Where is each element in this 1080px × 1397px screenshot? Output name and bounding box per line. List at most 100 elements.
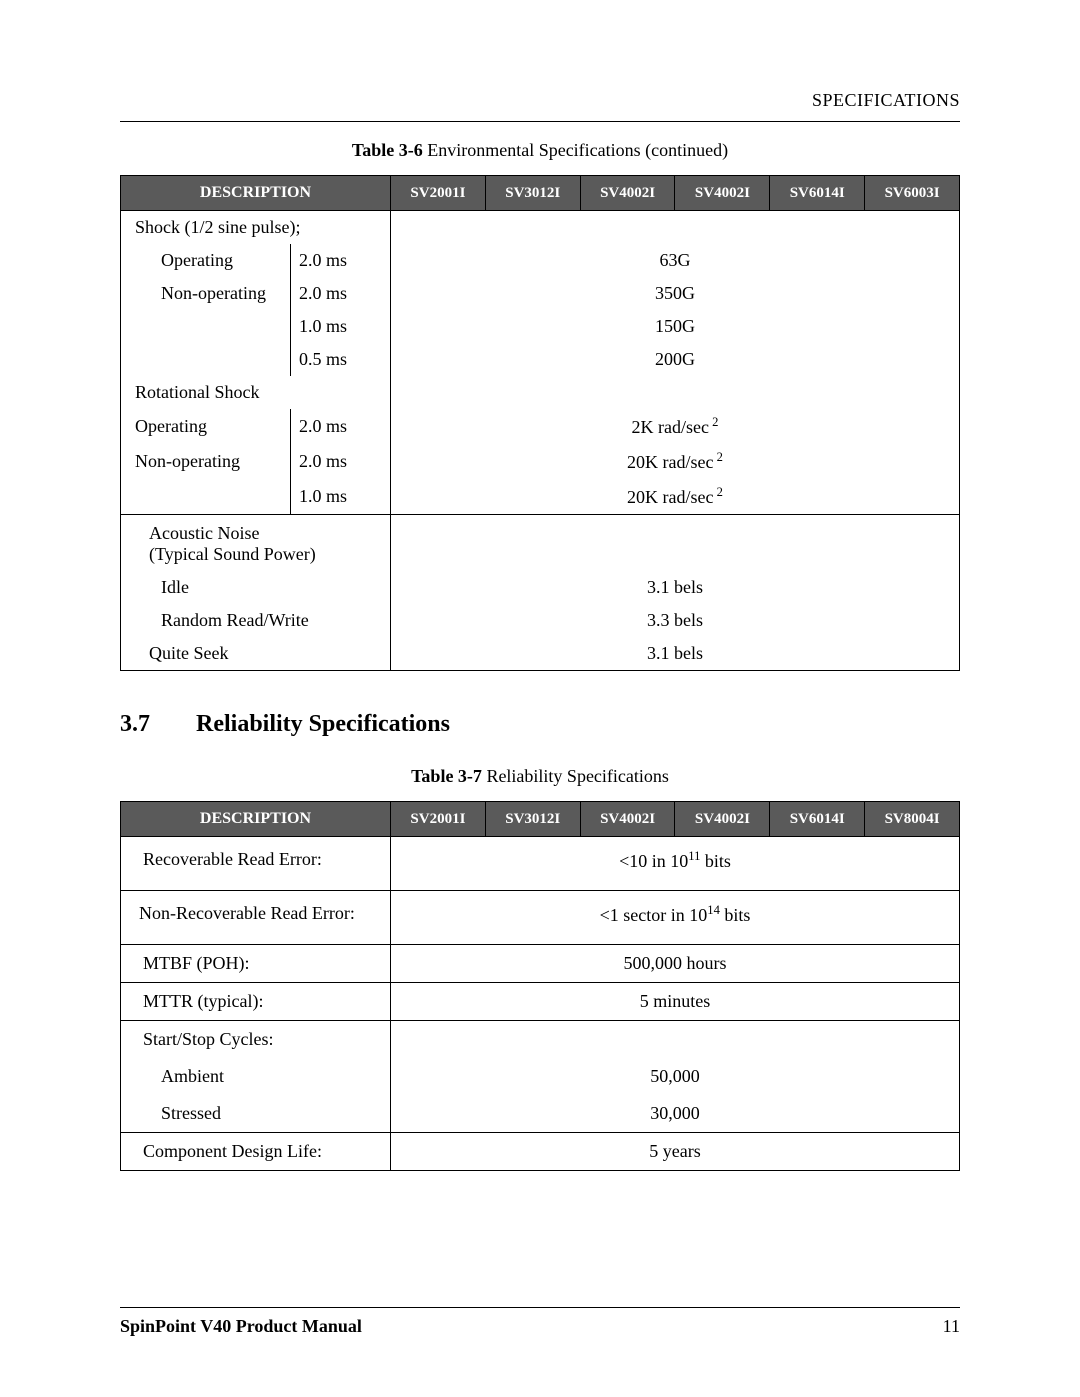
empty-cell [391, 515, 960, 572]
header-section-label: SPECIFICATIONS [120, 90, 960, 111]
rot-val-2k: 2K rad/sec 2 [391, 409, 960, 444]
rre-val: <10 in 1011 bits [391, 837, 960, 891]
table-row: Recoverable Read Error: <10 in 1011 bits [121, 837, 960, 891]
empty-cell [391, 211, 960, 245]
table-row: Non-operating 2.0 ms 20K rad/sec 2 [121, 444, 960, 479]
table2-caption-text: Reliability Specifications [482, 766, 669, 786]
rot-1ms: 1.0 ms [291, 479, 391, 515]
quite-seek-label: Quite Seek [121, 637, 391, 671]
val-350g: 350G [391, 277, 960, 310]
table2-col-1: SV3012I [485, 802, 580, 837]
rot-2ms-b: 2.0 ms [291, 444, 391, 479]
rot-2ms-a: 2.0 ms [291, 409, 391, 444]
idle-label: Idle [121, 571, 391, 604]
table-row: Rotational Shock [121, 376, 960, 409]
table1-desc-header: DESCRIPTION [121, 176, 391, 211]
table1-caption-text: Environmental Specifications (continued) [423, 140, 728, 160]
superscript-2: 2 [714, 450, 723, 464]
empty-cell [121, 310, 291, 343]
table1-col-0: SV2001I [391, 176, 486, 211]
rrw-label: Random Read/Write [121, 604, 391, 637]
table1-col-1: SV3012I [485, 176, 580, 211]
table1-col-5: SV6003I [865, 176, 960, 211]
table-row: Idle 3.1 bels [121, 571, 960, 604]
nre-pre: <1 sector in 10 [600, 905, 708, 925]
section-heading: 3.7 Reliability Specifications [120, 711, 960, 738]
rot-nonoperating: Non-operating [121, 444, 291, 479]
operating-label: Operating [121, 244, 291, 277]
table1-header-row: DESCRIPTION SV2001I SV3012I SV4002I SV40… [121, 176, 960, 211]
table2-col-3: SV4002I [675, 802, 770, 837]
cdl-val: 5 years [391, 1133, 960, 1171]
header-rule [120, 121, 960, 122]
acoustic-title: Acoustic Noise (Typical Sound Power) [121, 515, 391, 572]
superscript-2: 2 [709, 415, 718, 429]
rot-20k-b-text: 20K rad/sec [627, 487, 713, 507]
cond-2ms: 2.0 ms [291, 244, 391, 277]
table-row: Quite Seek 3.1 bels [121, 637, 960, 671]
table-row: MTBF (POH): 500,000 hours [121, 945, 960, 983]
page-container: SPECIFICATIONS Table 3-6 Environmental S… [0, 0, 1080, 1397]
rot-operating: Operating [121, 409, 291, 444]
table-row: Component Design Life: 5 years [121, 1133, 960, 1171]
table-row: Operating 2.0 ms 2K rad/sec 2 [121, 409, 960, 444]
mttr-val: 5 minutes [391, 983, 960, 1021]
rotational-title: Rotational Shock [121, 376, 391, 409]
rrw-val: 3.3 bels [391, 604, 960, 637]
table-row: Non-operating 2.0 ms 350G [121, 277, 960, 310]
environmental-spec-table: DESCRIPTION SV2001I SV3012I SV4002I SV40… [120, 175, 960, 671]
table1-col-2: SV4002I [580, 176, 675, 211]
cond-1ms: 1.0 ms [291, 310, 391, 343]
nonoperating-label: Non-operating [121, 277, 291, 310]
rre-sup: 11 [688, 849, 700, 863]
table-row: 1.0 ms 150G [121, 310, 960, 343]
table-row: 1.0 ms 20K rad/sec 2 [121, 479, 960, 515]
shock-title: Shock (1/2 sine pulse); [121, 211, 391, 245]
table-row: MTTR (typical): 5 minutes [121, 983, 960, 1021]
rre-pre: <10 in 10 [619, 851, 688, 871]
idle-val: 3.1 bels [391, 571, 960, 604]
table-row: Non-Recoverable Read Error: <1 sector in… [121, 891, 960, 945]
ssc-label: Start/Stop Cycles: [121, 1021, 391, 1059]
table-row: Operating 2.0 ms 63G [121, 244, 960, 277]
rot-val-20k-b: 20K rad/sec 2 [391, 479, 960, 515]
superscript-2: 2 [714, 485, 723, 499]
empty-cell [121, 343, 291, 376]
table2-caption: Table 3-7 Reliability Specifications [120, 766, 960, 787]
reliability-spec-table: DESCRIPTION SV2001I SV3012I SV4002I SV40… [120, 801, 960, 1171]
rot-2k-text: 2K rad/sec [632, 417, 709, 437]
table2-col-2: SV4002I [580, 802, 675, 837]
footer-rule [120, 1307, 960, 1308]
mttr-label: MTTR (typical): [121, 983, 391, 1021]
table-row: Stressed 30,000 [121, 1095, 960, 1133]
stressed-label: Stressed [121, 1095, 391, 1133]
nre-val: <1 sector in 1014 bits [391, 891, 960, 945]
ambient-label: Ambient [121, 1058, 391, 1095]
footer-row: SpinPoint V40 Product Manual 11 [120, 1316, 960, 1337]
table1-caption-num: Table 3-6 [352, 140, 423, 160]
table1-col-4: SV6014I [770, 176, 865, 211]
val-200g: 200G [391, 343, 960, 376]
rot-20k-a-text: 20K rad/sec [627, 452, 713, 472]
quite-seek-val: 3.1 bels [391, 637, 960, 671]
nre-label: Non-Recoverable Read Error: [121, 891, 391, 945]
val-150g: 150G [391, 310, 960, 343]
val-63g: 63G [391, 244, 960, 277]
rre-label: Recoverable Read Error: [121, 837, 391, 891]
table2-header-row: DESCRIPTION SV2001I SV3012I SV4002I SV40… [121, 802, 960, 837]
empty-cell [121, 479, 291, 515]
table2-col-0: SV2001I [391, 802, 486, 837]
cond-2ms-b: 2.0 ms [291, 277, 391, 310]
table-row: Shock (1/2 sine pulse); [121, 211, 960, 245]
table-row: Acoustic Noise (Typical Sound Power) [121, 515, 960, 572]
rre-post: bits [700, 851, 731, 871]
empty-cell [391, 1021, 960, 1059]
footer-manual-title: SpinPoint V40 Product Manual [120, 1316, 362, 1337]
mtbf-label: MTBF (POH): [121, 945, 391, 983]
table1-caption: Table 3-6 Environmental Specifications (… [120, 140, 960, 161]
empty-cell [391, 376, 960, 409]
rot-val-20k-a: 20K rad/sec 2 [391, 444, 960, 479]
table2-desc-header: DESCRIPTION [121, 802, 391, 837]
table-row: 0.5 ms 200G [121, 343, 960, 376]
section-number: 3.7 [120, 711, 190, 738]
